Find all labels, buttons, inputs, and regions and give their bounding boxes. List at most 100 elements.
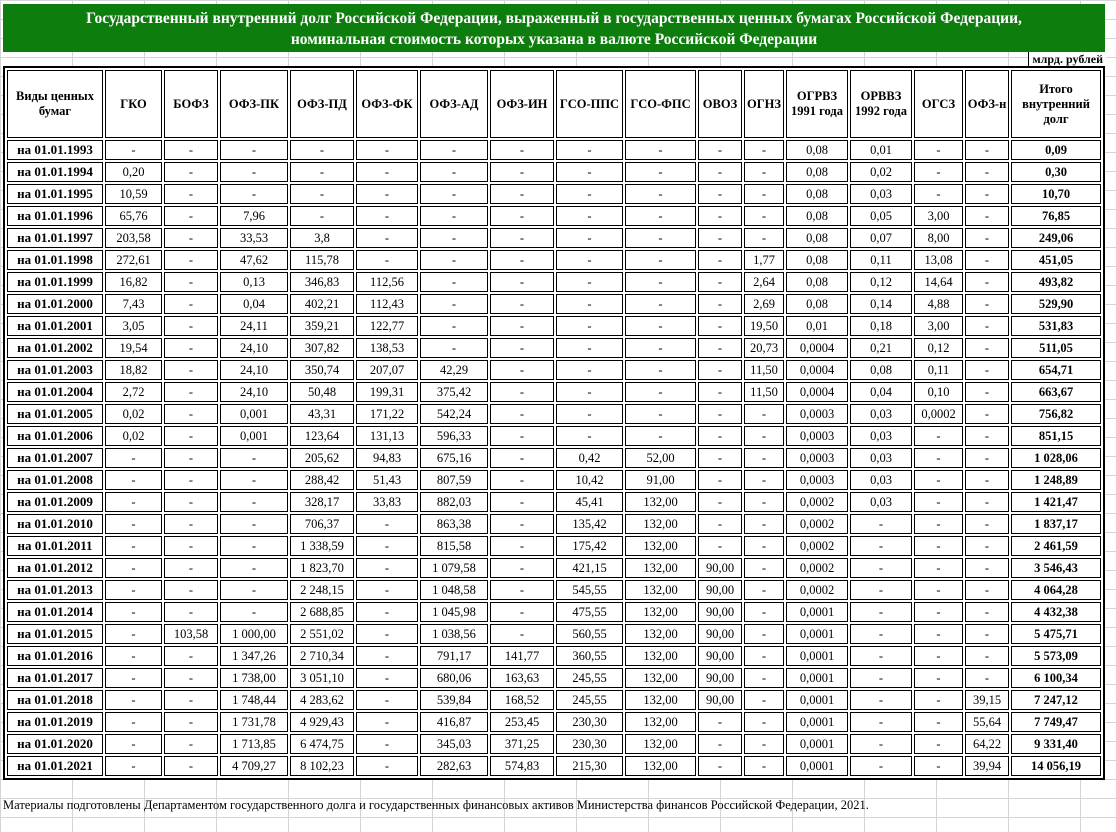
value-cell: 115,78	[290, 250, 354, 270]
value-cell: 0,02	[105, 404, 162, 424]
value-cell: -	[164, 228, 218, 248]
value-cell: -	[698, 338, 742, 358]
value-cell: 0,03	[850, 492, 912, 512]
value-cell: 10,42	[556, 470, 623, 490]
value-cell: -	[744, 448, 784, 468]
value-cell: 0,0001	[786, 756, 848, 776]
value-cell: -	[220, 514, 288, 534]
value-cell: 0,03	[850, 184, 912, 204]
column-header: Итого внутренний долг	[1011, 70, 1101, 138]
corner-header: Виды ценных бумаг	[7, 70, 103, 138]
value-cell: -	[914, 756, 963, 776]
value-cell: -	[698, 514, 742, 534]
value-cell: 0,08	[786, 184, 848, 204]
value-cell: -	[744, 712, 784, 732]
value-cell: 203,58	[105, 228, 162, 248]
value-cell: -	[850, 712, 912, 732]
table-row: на 01.01.1993- - - - - - - - - - -0,08 0,01- -0,09	[7, 140, 1101, 160]
total-cell: 851,15	[1011, 426, 1101, 446]
value-cell: -	[914, 162, 963, 182]
value-cell: -	[164, 470, 218, 490]
value-cell: -	[625, 250, 696, 270]
value-cell: -	[698, 228, 742, 248]
value-cell: 132,00	[625, 580, 696, 600]
column-header: ОВОЗ	[698, 70, 742, 138]
value-cell: -	[105, 492, 162, 512]
value-cell: -	[356, 580, 418, 600]
value-cell: -	[914, 470, 963, 490]
value-cell: 288,42	[290, 470, 354, 490]
value-cell: -	[290, 206, 354, 226]
value-cell: -	[164, 338, 218, 358]
value-cell: 0,0003	[786, 470, 848, 490]
row-label: на 01.01.2003	[7, 360, 103, 380]
value-cell: -	[850, 690, 912, 710]
value-cell: 0,0002	[786, 558, 848, 578]
value-cell: -	[420, 228, 488, 248]
value-cell: -	[105, 514, 162, 534]
value-cell: 0,0001	[786, 624, 848, 644]
column-header: ОГРВЗ 1991 года	[786, 70, 848, 138]
value-cell: -	[164, 162, 218, 182]
value-cell: 90,00	[698, 624, 742, 644]
value-cell: 19,50	[744, 316, 784, 336]
table-row: на 01.01.2005 0,02-0,001 43,31 171,22 542,24…	[7, 404, 1101, 424]
value-cell: 675,16	[420, 448, 488, 468]
value-cell: 360,55	[556, 646, 623, 666]
value-cell: 0,03	[850, 404, 912, 424]
unit-label: млрд. рублей	[1028, 52, 1106, 66]
value-cell: 0,11	[914, 360, 963, 380]
value-cell: -	[105, 624, 162, 644]
column-header: ОФЗ-ФК	[356, 70, 418, 138]
table-row: на 01.01.2013- - -2 248,15-1 048,58-545,55…	[7, 580, 1101, 600]
value-cell: -	[105, 536, 162, 556]
value-cell: -	[698, 294, 742, 314]
total-cell: 1 028,06	[1011, 448, 1101, 468]
value-cell: -	[744, 514, 784, 534]
table-row: на 01.01.1998 272,61-47,62 115,78- - - - - -1,7…	[7, 250, 1101, 270]
row-label: на 01.01.2020	[7, 734, 103, 754]
value-cell: -	[965, 228, 1009, 248]
value-cell: 0,01	[850, 140, 912, 160]
column-header: ОФЗ-ИН	[490, 70, 554, 138]
value-cell: 0,0004	[786, 338, 848, 358]
value-cell: 138,53	[356, 338, 418, 358]
value-cell: -	[698, 316, 742, 336]
value-cell: -	[490, 294, 554, 314]
table-row: на 01.01.1997 203,58-33,53 3,8- - - - - - -0,08 0…	[7, 228, 1101, 248]
value-cell: -	[556, 184, 623, 204]
value-cell: 0,0003	[786, 404, 848, 424]
value-cell: 90,00	[698, 602, 742, 622]
total-cell: 7 247,12	[1011, 690, 1101, 710]
total-cell: 4 432,38	[1011, 602, 1101, 622]
value-cell: -	[556, 272, 623, 292]
value-cell: 163,63	[490, 668, 554, 688]
value-cell: -	[164, 514, 218, 534]
value-cell: -	[556, 426, 623, 446]
value-cell: -	[556, 338, 623, 358]
table-row: на 01.01.1996 65,76-7,96- - - - - - - -0,08 0,05 3…	[7, 206, 1101, 226]
value-cell: 0,08	[786, 140, 848, 160]
column-header: ГСО-ППС	[556, 70, 623, 138]
value-cell: 0,0001	[786, 712, 848, 732]
value-cell: -	[556, 360, 623, 380]
value-cell: -	[105, 140, 162, 160]
value-cell: 863,38	[420, 514, 488, 534]
table-row: на 01.01.2003 18,82-24,10 350,74 207,07 42,2…	[7, 360, 1101, 380]
value-cell: 215,30	[556, 756, 623, 776]
value-cell: 253,45	[490, 712, 554, 732]
row-label: на 01.01.2009	[7, 492, 103, 512]
total-cell: 2 461,59	[1011, 536, 1101, 556]
value-cell: 815,58	[420, 536, 488, 556]
value-cell: -	[220, 162, 288, 182]
row-label: на 01.01.1998	[7, 250, 103, 270]
value-cell: -	[420, 250, 488, 270]
value-cell: 0,0001	[786, 602, 848, 622]
value-cell: 245,55	[556, 668, 623, 688]
value-cell: -	[556, 140, 623, 160]
value-cell: 0,07	[850, 228, 912, 248]
value-cell: -	[490, 404, 554, 424]
value-cell: 0,21	[850, 338, 912, 358]
value-cell: 2,72	[105, 382, 162, 402]
value-cell: -	[105, 646, 162, 666]
